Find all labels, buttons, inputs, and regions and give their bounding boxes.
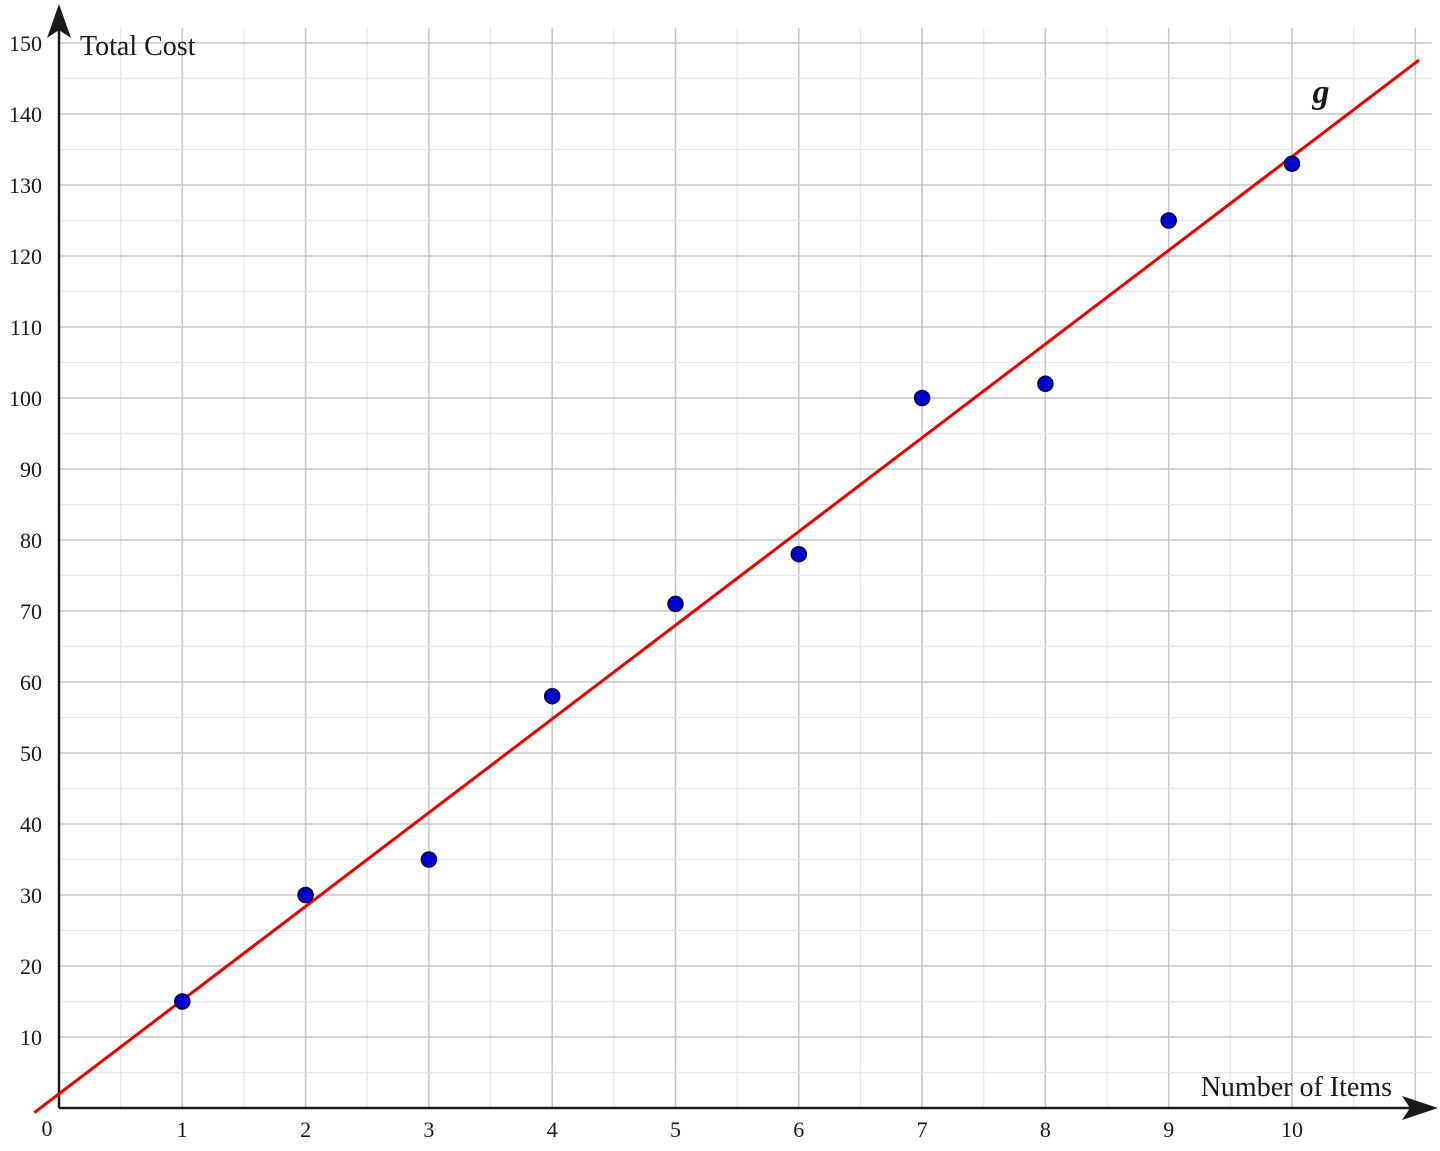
y-axis-arrowhead <box>47 4 71 38</box>
y-axis-title: Total Cost <box>80 31 196 62</box>
x-axis-arrowhead <box>1402 1096 1438 1120</box>
x-axis-title: Number of Items <box>1201 1072 1392 1103</box>
x-tick-label: 1 <box>177 1117 188 1142</box>
y-tick-label: 110 <box>10 315 42 340</box>
x-tick-label: 5 <box>670 1117 681 1142</box>
y-tick-label: 150 <box>9 31 42 56</box>
tick-labels: 1 2 3 4 5 6 7 8 9 10 10 20 30 40 50 60 70 80 90 100 110 120 13… <box>9 31 1303 1142</box>
data-points <box>174 155 1301 1010</box>
y-tick-label: 80 <box>20 528 42 553</box>
x-tick-label: 10 <box>1281 1117 1303 1142</box>
x-tick-label: 2 <box>300 1117 311 1142</box>
y-tick-label: 130 <box>9 173 42 198</box>
trend-line-g <box>33 58 1420 1114</box>
y-tick-label: 30 <box>20 883 42 908</box>
data-point <box>667 595 684 613</box>
y-tick-label: 120 <box>9 244 42 269</box>
y-tick-label: 60 <box>20 670 42 695</box>
y-tick-label: 90 <box>20 457 42 482</box>
data-point <box>1283 155 1301 172</box>
data-point <box>913 389 931 407</box>
y-tick-label: 140 <box>9 102 42 127</box>
data-point <box>1037 375 1054 393</box>
data-point <box>543 687 561 705</box>
data-point <box>297 886 314 904</box>
y-tick-label: 70 <box>20 599 42 624</box>
x-tick-label: 8 <box>1040 1117 1051 1142</box>
y-tick-label: 10 <box>20 1025 42 1050</box>
data-point <box>420 851 438 868</box>
axis-labels: Total Cost Number of Items 0 g <box>42 31 1393 1141</box>
x-tick-label: 4 <box>547 1117 558 1142</box>
data-point <box>174 993 191 1010</box>
x-tick-label: 3 <box>423 1117 434 1142</box>
trend-line-label: g <box>1312 74 1330 111</box>
y-tick-label: 100 <box>9 386 42 411</box>
y-tick-label: 40 <box>20 812 42 837</box>
x-tick-label: 7 <box>917 1117 928 1142</box>
data-point <box>1160 212 1177 229</box>
x-origin-label: 0 <box>42 1116 53 1141</box>
y-tick-label: 50 <box>20 741 42 766</box>
grid <box>59 28 1432 1108</box>
data-point <box>790 545 808 563</box>
x-tick-label: 9 <box>1163 1117 1174 1142</box>
axes <box>47 4 1438 1120</box>
x-tick-label: 6 <box>793 1117 804 1142</box>
trend-line-layer <box>33 58 1420 1114</box>
y-tick-label: 20 <box>20 954 42 979</box>
